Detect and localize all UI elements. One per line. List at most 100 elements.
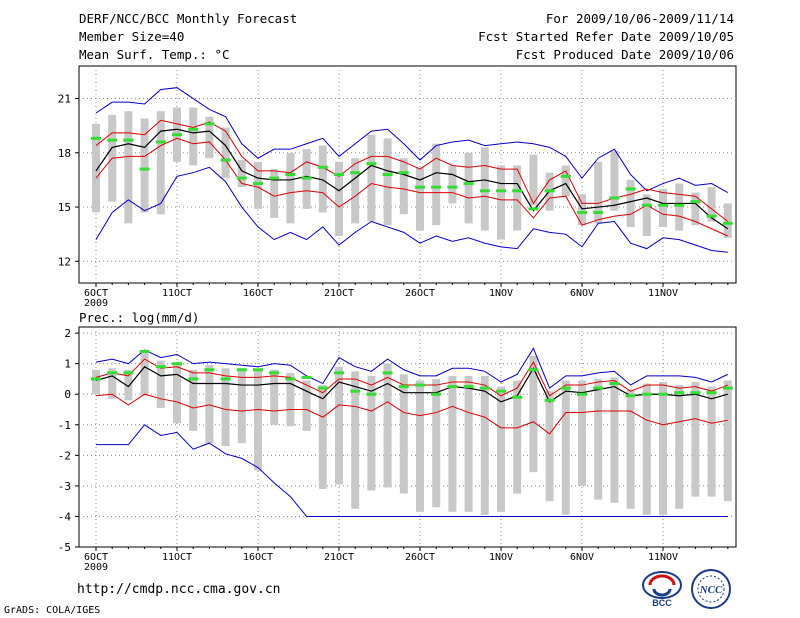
observed-marker (285, 173, 296, 176)
ensemble-box (383, 363, 392, 488)
observed-marker (658, 203, 668, 207)
observed-marker (366, 392, 377, 396)
ensemble-box (383, 138, 392, 226)
x-tick-label: 1NOV (489, 288, 513, 299)
ncc-logo-text: NCC (699, 584, 723, 596)
observed-marker (301, 176, 312, 180)
x-tick-label: 11NOV (648, 552, 678, 563)
ncc-logo: NCC (691, 569, 731, 609)
ensemble-box (318, 385, 327, 489)
spread-lower-line (95, 137, 729, 237)
observed-marker (722, 386, 733, 390)
ensemble-box (561, 380, 570, 515)
observed-marker (139, 167, 150, 171)
ensemble-box (675, 183, 684, 231)
bcc-logo: BCC (642, 571, 682, 608)
observed-marker (593, 210, 604, 214)
observed-marker (236, 368, 247, 372)
ensemble-box (270, 169, 279, 218)
ensemble-box (529, 356, 538, 473)
observed-marker (91, 377, 101, 381)
ensemble-box (140, 352, 149, 396)
ensemble-box (691, 382, 700, 497)
observed-marker (447, 185, 458, 189)
ensemble-box (399, 374, 408, 494)
observed-marker (706, 214, 717, 218)
observed-marker (334, 371, 344, 375)
observed-marker (479, 386, 490, 390)
observed-marker (123, 138, 134, 142)
y-tick-label: 1 (64, 358, 71, 371)
observed-marker (706, 391, 717, 395)
x-tick-label: 26OCT (405, 552, 435, 563)
year-label: 2009 (84, 298, 108, 309)
ensemble-mean-line (95, 128, 729, 230)
ensemble-box (626, 389, 635, 509)
observed-marker (350, 389, 361, 393)
ensemble-box (416, 167, 424, 231)
ensemble-box (594, 378, 603, 500)
observed-marker (544, 189, 555, 193)
ensemble-box (156, 360, 165, 408)
observed-marker (236, 176, 247, 180)
ensemble-box (173, 363, 181, 424)
ensemble-box (464, 152, 473, 224)
ensemble-mean-line (95, 365, 728, 403)
observed-marker (398, 171, 409, 175)
x-tick-label: 21OCT (324, 288, 354, 299)
year-label: 2009 (84, 562, 108, 573)
ensemble-box (513, 165, 522, 231)
observed-marker (188, 377, 199, 381)
x-tick-label: 1NOV (489, 552, 513, 563)
observed-marker (415, 383, 425, 387)
ensemble-box (92, 123, 100, 213)
observed-marker (690, 200, 701, 204)
observed-marker (625, 187, 636, 191)
x-tick-label: 26OCT (405, 288, 435, 299)
ensemble-min-line (95, 166, 728, 253)
y-tick-label: -2 (58, 449, 71, 462)
ensemble-box (399, 158, 408, 215)
ensemble-box (286, 152, 295, 224)
observed-marker (334, 173, 344, 176)
ensemble-box (205, 116, 214, 159)
observed-marker (641, 392, 652, 396)
ensemble-box (480, 375, 489, 515)
ensemble-box (237, 160, 246, 188)
ensemble-box (610, 150, 619, 211)
ensemble-box (156, 111, 165, 215)
x-tick-label: 6OCT (84, 288, 108, 299)
y-tick-label: 15 (58, 201, 71, 214)
ensemble-box (723, 203, 732, 238)
chart-title: DERF/NCC/BCC Monthly Forecast (79, 11, 298, 26)
ensemble-box (642, 194, 651, 236)
ensemble-box (221, 127, 230, 179)
observed-marker (123, 371, 134, 375)
observed-marker (204, 368, 215, 372)
panel-1: 12 15 18 21 6OCT 11OCT 16OCT 21OCT 26OCT 1NOV 6NOV… (58, 65, 737, 309)
observed-marker (350, 171, 361, 175)
spread-upper-line (95, 358, 728, 397)
ensemble-box (610, 377, 619, 503)
source-url[interactable]: http://cmdp.ncc.cma.gov.cn (77, 582, 281, 597)
observed-marker (91, 136, 101, 140)
observed-marker (285, 377, 296, 381)
observed-marker (155, 140, 166, 144)
observed-marker (560, 174, 571, 178)
observed-marker (220, 158, 231, 162)
observed-marker (431, 392, 442, 396)
observed-marker (512, 395, 523, 399)
ensemble-box (675, 385, 684, 509)
observed-marker (512, 189, 523, 193)
ensemble-box (351, 158, 360, 224)
ensemble-box (189, 369, 198, 431)
ensemble-box (416, 380, 424, 512)
ensemble-box (335, 161, 343, 236)
ensemble-box (464, 375, 473, 512)
ensemble-box (189, 107, 198, 166)
ensemble-box (480, 147, 489, 231)
observed-marker (463, 182, 474, 186)
ensemble-box (254, 161, 262, 209)
observed-marker (479, 189, 490, 193)
